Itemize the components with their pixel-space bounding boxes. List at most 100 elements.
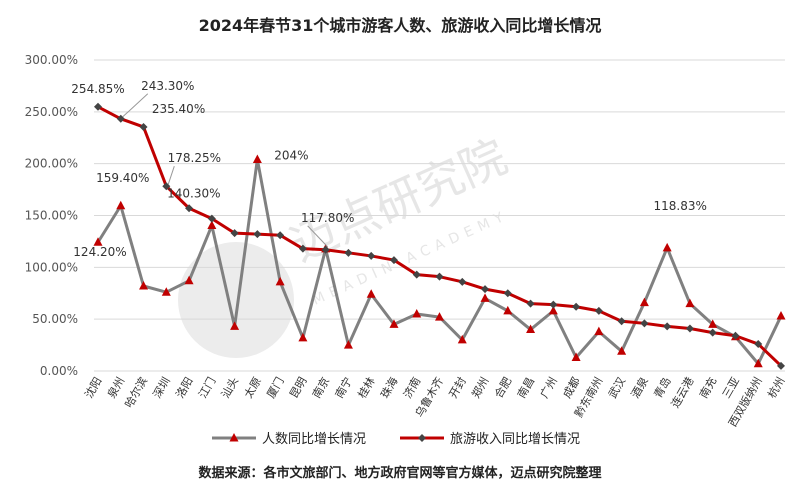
point-marker: [594, 326, 604, 336]
legend-marker: [229, 433, 239, 442]
point-marker: [253, 230, 262, 239]
x-tick-label: 汕头: [219, 375, 241, 401]
point-marker: [458, 277, 467, 286]
data-labels: 254.85% 243.30% 235.40% 178.25% 124.20% 159.4…: [71, 79, 707, 259]
point-marker: [184, 275, 194, 285]
point-marker: [685, 298, 695, 308]
x-tick-label: 昆明: [287, 375, 309, 401]
point-marker: [776, 311, 786, 320]
grid: [94, 59, 785, 372]
label-leader: [167, 166, 175, 185]
point-marker: [617, 317, 626, 326]
point-marker: [526, 299, 535, 308]
legend-marker: [418, 434, 426, 442]
x-tick-label: 深圳: [151, 375, 173, 401]
point-marker: [503, 305, 513, 315]
point-marker: [139, 280, 149, 290]
point-marker: [367, 251, 376, 260]
point-marker: [753, 358, 763, 368]
x-tick-label: 南充: [696, 375, 719, 401]
point-marker: [572, 302, 581, 311]
point-marker: [571, 352, 581, 362]
point-marker: [366, 289, 376, 298]
x-tick-label: 杭州: [764, 375, 787, 401]
x-tick-label: 郑州: [469, 375, 492, 401]
x-tick-label: 桂林: [355, 375, 378, 401]
point-marker: [298, 332, 308, 342]
label-leader: [122, 93, 149, 118]
y-tick-label: 300.00%: [25, 53, 78, 67]
point-marker: [617, 346, 627, 355]
source-note: 数据来源：各市文旅部门、地方政府官网等官方媒体，迈点研究院整理: [198, 466, 602, 481]
x-tick-label: 酒泉: [628, 375, 651, 401]
x-tick-label: 珠海: [377, 375, 400, 401]
data-label: 124.20%: [73, 245, 126, 259]
point-marker: [93, 237, 103, 246]
x-tick-label: 成都: [560, 375, 582, 401]
point-marker: [526, 324, 536, 334]
point-marker: [503, 289, 512, 298]
x-tick-label: 太原: [242, 375, 264, 401]
x-tick-label: 武汉: [606, 375, 628, 401]
point-marker: [298, 244, 307, 253]
data-label: 117.80%: [301, 211, 354, 225]
point-marker: [343, 340, 353, 349]
x-tick-label: 南昌: [515, 375, 537, 401]
x-tick-label: 南宁: [332, 375, 355, 401]
x-axis: 沈阳 泉州哈尔滨 深圳 洛阳 江门 汕头 太原 厦门 昆明 南京 南宁 桂林 珠海 济南乌鲁木齐 开封 郑州合…: [81, 375, 787, 430]
point-marker: [663, 322, 672, 331]
y-tick-label: 250.00%: [25, 105, 78, 119]
y-tick-label: 100.00%: [25, 260, 78, 274]
point-marker: [161, 287, 171, 296]
point-marker: [685, 324, 694, 333]
point-marker: [116, 200, 126, 210]
x-tick-label: 厦门: [264, 375, 287, 401]
point-marker: [389, 319, 399, 328]
point-marker: [230, 321, 240, 330]
point-marker: [548, 305, 558, 315]
x-tick-label: 洛阳: [173, 375, 196, 401]
x-tick-label: 青岛: [651, 375, 674, 401]
point-marker: [139, 122, 148, 131]
x-tick-label: 广州: [538, 375, 560, 401]
point-marker: [435, 312, 444, 321]
x-tick-label: 江门: [195, 375, 218, 401]
point-marker: [708, 328, 717, 337]
point-marker: [640, 319, 649, 328]
point-marker: [230, 229, 239, 238]
point-marker: [389, 256, 398, 265]
point-marker: [94, 102, 102, 111]
x-tick-label: 连云港: [669, 375, 697, 410]
x-tick-label: 泉州: [104, 375, 127, 401]
data-label: 243.30%: [141, 79, 194, 93]
legend-label: 旅游收入同比增长情况: [450, 432, 580, 447]
x-tick-label: 合肥: [491, 375, 514, 401]
y-axis: 0.00% 50.00% 100.00% 150.00% 200.00% 250.00% 3…: [25, 53, 78, 378]
series-layer: [93, 102, 786, 370]
x-tick-label: 南京: [309, 375, 332, 401]
data-label: 254.85%: [71, 82, 124, 96]
data-label: 159.40%: [96, 171, 149, 185]
point-marker: [276, 231, 285, 240]
point-marker: [185, 204, 194, 213]
point-marker: [207, 220, 217, 230]
point-marker: [754, 340, 763, 349]
label-leader: [307, 225, 329, 248]
x-tick-label: 哈尔滨: [122, 375, 151, 411]
legend-label: 人数同比增长情况: [262, 432, 366, 447]
x-tick-label: 沈阳: [81, 375, 104, 401]
point-marker: [412, 270, 421, 279]
point-marker: [662, 242, 672, 252]
data-label: 204%: [274, 149, 308, 163]
point-marker: [481, 285, 490, 294]
point-marker: [435, 272, 444, 281]
point-marker: [412, 308, 422, 318]
chart-title: 2024年春节31个城市游客人数、旅游收入同比增长情况: [198, 16, 602, 35]
point-marker: [708, 319, 718, 328]
y-tick-label: 150.00%: [25, 209, 78, 223]
y-tick-label: 200.00%: [25, 157, 78, 171]
x-tick-label: 三亚: [720, 375, 742, 401]
y-tick-label: 0.00%: [40, 364, 78, 378]
point-marker: [457, 334, 467, 344]
